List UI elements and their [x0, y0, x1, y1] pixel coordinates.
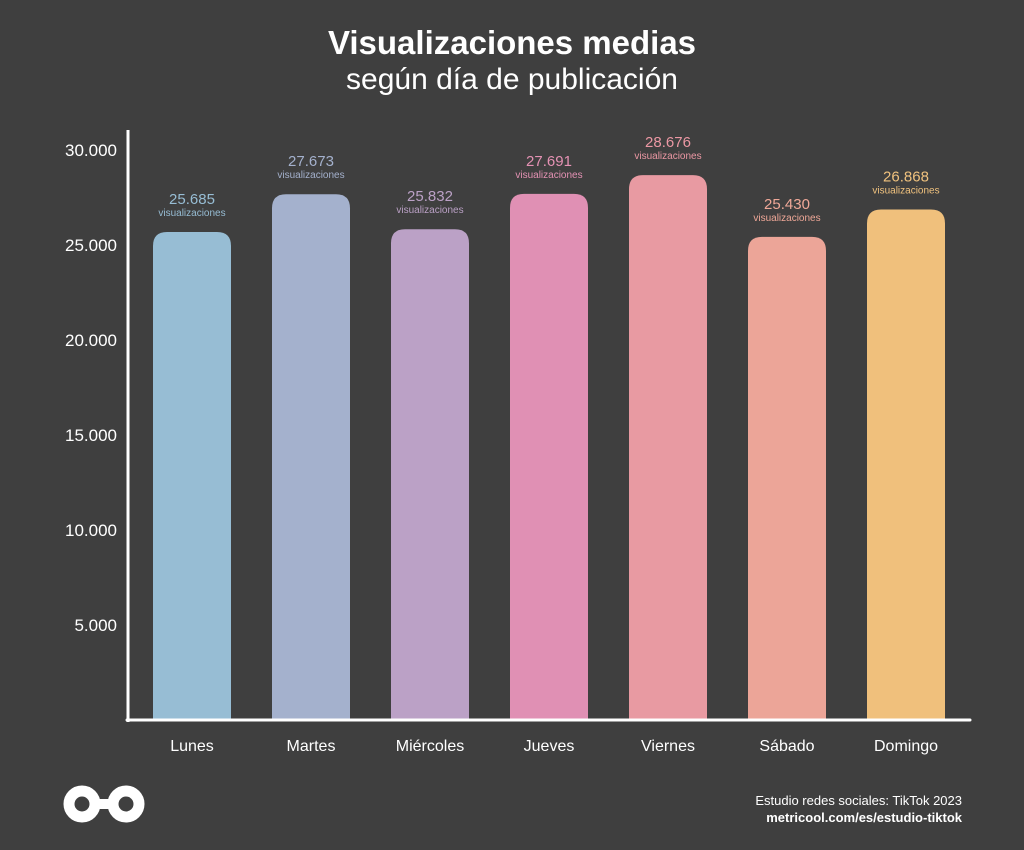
x-tick-label: Viernes [641, 738, 695, 755]
x-tick-label: Martes [287, 738, 336, 755]
x-tick-label: Lunes [170, 738, 214, 755]
infinity-logo-icon [62, 784, 146, 829]
data-label-value: 26.868 [883, 169, 929, 186]
data-label-unit: visualizaciones [277, 170, 344, 181]
bar [867, 209, 945, 720]
chart-subtitle: según día de publicación [346, 63, 678, 96]
footer-url-link[interactable]: metricool.com/es/estudio-tiktok [766, 810, 962, 825]
data-label-value: 25.685 [169, 191, 215, 208]
data-label-value: 25.430 [764, 196, 810, 213]
data-label-unit: visualizaciones [634, 151, 701, 162]
chart-title: Visualizaciones medias [327, 24, 697, 61]
data-label-value: 28.676 [645, 134, 691, 151]
x-tick-label: Domingo [874, 738, 938, 755]
bar [510, 193, 588, 721]
data-label-unit: visualizaciones [872, 186, 939, 197]
bar [153, 231, 231, 721]
y-tick-label: 30.000 [65, 141, 117, 160]
data-label-unit: visualizaciones [158, 208, 225, 219]
data-label-unit: visualizaciones [753, 213, 820, 224]
y-tick-label: 25.000 [65, 236, 117, 255]
data-label-value: 27.673 [288, 153, 334, 170]
y-tick-label: 15.000 [65, 426, 117, 445]
data-label-unit: visualizaciones [396, 205, 463, 216]
footer: Estudio redes sociales: TikTok 2023 metr… [755, 792, 962, 826]
x-tick-label: Jueves [524, 738, 575, 755]
y-tick-label: 20.000 [65, 331, 117, 350]
x-tick-label: Sábado [759, 738, 814, 755]
chart-header: Visualizaciones medias según día de publ… [0, 24, 1024, 98]
x-tick-label: Miércoles [396, 738, 464, 755]
data-label-value: 25.832 [407, 188, 453, 205]
footer-source: Estudio redes sociales: TikTok 2023 [755, 793, 962, 808]
data-label-value: 27.691 [526, 153, 572, 170]
data-label-unit: visualizaciones [515, 170, 582, 181]
bar [748, 236, 826, 720]
bar [629, 175, 707, 720]
bar [272, 194, 350, 720]
y-tick-label: 5.000 [74, 616, 117, 635]
y-tick-label: 10.000 [65, 521, 117, 540]
bar [391, 229, 469, 720]
